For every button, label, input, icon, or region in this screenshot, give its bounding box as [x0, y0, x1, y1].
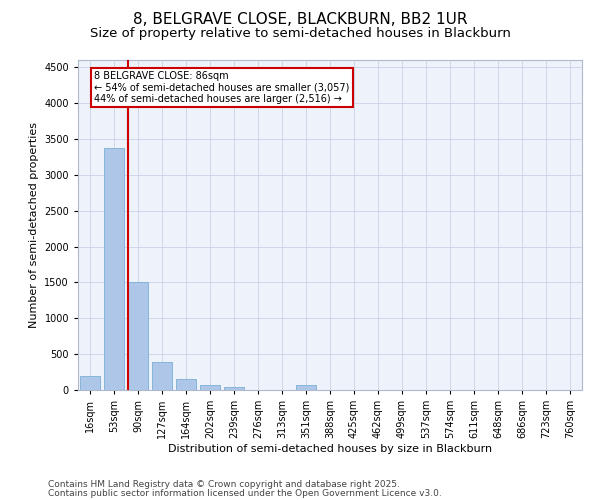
Y-axis label: Number of semi-detached properties: Number of semi-detached properties [29, 122, 38, 328]
Text: 8 BELGRAVE CLOSE: 86sqm
← 54% of semi-detached houses are smaller (3,057)
44% of: 8 BELGRAVE CLOSE: 86sqm ← 54% of semi-de… [94, 71, 350, 104]
X-axis label: Distribution of semi-detached houses by size in Blackburn: Distribution of semi-detached houses by … [168, 444, 492, 454]
Bar [80, 376, 100, 390]
Text: Contains public sector information licensed under the Open Government Licence v3: Contains public sector information licen… [48, 489, 442, 498]
Bar [152, 362, 172, 390]
Bar [128, 282, 148, 390]
Bar [200, 385, 220, 390]
Bar [224, 387, 244, 390]
Text: Contains HM Land Registry data © Crown copyright and database right 2025.: Contains HM Land Registry data © Crown c… [48, 480, 400, 489]
Text: Size of property relative to semi-detached houses in Blackburn: Size of property relative to semi-detach… [89, 28, 511, 40]
Bar [176, 379, 196, 390]
Text: 8, BELGRAVE CLOSE, BLACKBURN, BB2 1UR: 8, BELGRAVE CLOSE, BLACKBURN, BB2 1UR [133, 12, 467, 28]
Bar [104, 148, 124, 390]
Bar [296, 386, 316, 390]
